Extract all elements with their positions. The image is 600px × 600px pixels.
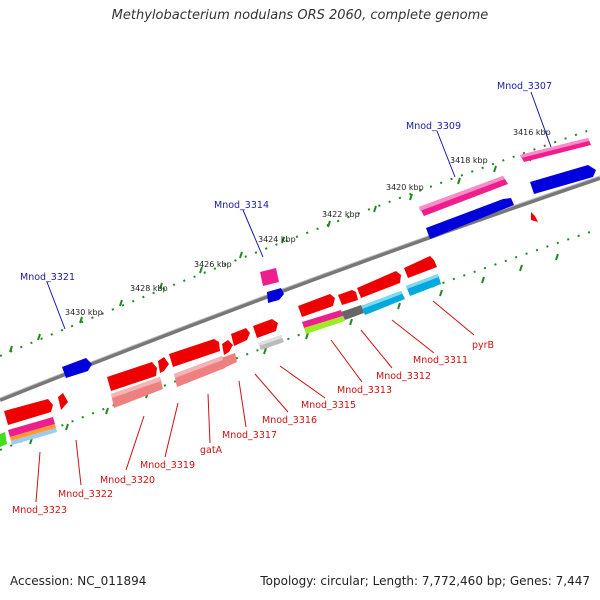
tick-label-3420: 3420 kbp <box>386 183 424 192</box>
gene-label-mnod-3312[interactable]: Mnod_3312 <box>376 371 431 382</box>
gene-label-mnod-3323[interactable]: Mnod_3323 <box>12 505 67 516</box>
accession-text: Accession: NC_011894 <box>10 574 147 588</box>
tick-label-3428: 3428 kbp <box>130 284 168 293</box>
gene-label-gata[interactable]: gatA <box>200 445 223 456</box>
feature-pyrb[interactable] <box>404 256 441 296</box>
feature-mnod-3312[interactable] <box>338 290 364 320</box>
gene-label-mnod-3321[interactable]: Mnod_3321 <box>20 272 75 283</box>
gene-label-pyrb[interactable]: pyrB <box>472 340 494 351</box>
feature-mnod-3317[interactable] <box>169 339 237 368</box>
gene-label-mnod-3313[interactable]: Mnod_3313 <box>337 385 392 396</box>
gene-label-mnod-3311[interactable]: Mnod_3311 <box>413 355 468 366</box>
tick-label-3424: 3424 kbp <box>258 235 296 244</box>
gene-label-mnod-3317[interactable]: Mnod_3317 <box>222 430 277 441</box>
gene-label-mnod-3319[interactable]: Mnod_3319 <box>140 460 195 471</box>
genome-stats-text: Topology: circular; Length: 7,772,460 bp… <box>260 574 590 588</box>
feature-mnod-3313[interactable] <box>298 294 345 334</box>
outer-major-ticks <box>9 141 573 353</box>
feature-mnod-3314[interactable] <box>260 268 284 303</box>
gene-label-mnod-3316[interactable]: Mnod_3316 <box>262 415 317 426</box>
gene-label-mnod-3307[interactable]: Mnod_3307 <box>497 81 552 92</box>
feature-mnod-3307[interactable] <box>520 138 596 194</box>
gene-label-mnod-3320[interactable]: Mnod_3320 <box>100 475 155 486</box>
feature-mnod-3316[interactable] <box>231 328 250 346</box>
gene-label-mnod-3315[interactable]: Mnod_3315 <box>301 400 356 411</box>
tick-label-3422: 3422 kbp <box>322 210 360 219</box>
feature-mnod-3311[interactable] <box>357 271 405 315</box>
tick-label-3416: 3416 kbp <box>513 128 551 137</box>
tick-label-3418: 3418 kbp <box>450 156 488 165</box>
gene-label-mnod-3322[interactable]: Mnod_3322 <box>58 489 113 500</box>
feature-mnod-3315[interactable] <box>253 319 284 350</box>
feature-mnod-3321[interactable] <box>62 358 92 378</box>
feature-mnod-3322[interactable] <box>58 393 68 410</box>
outer-scale-track <box>0 129 591 357</box>
feature-small-red[interactable] <box>531 212 538 222</box>
map-title: Methylobacterium nodulans ORS 2060, comp… <box>111 8 489 23</box>
feature-edge-green[interactable] <box>0 432 7 447</box>
feature-gata[interactable] <box>158 356 225 387</box>
top-leader-lines <box>46 91 552 330</box>
feature-mnod-3323[interactable] <box>4 399 57 445</box>
feature-mnod-3319[interactable] <box>107 362 163 408</box>
feature-mnod-3309[interactable] <box>419 176 514 239</box>
gene-label-mnod-3309[interactable]: Mnod_3309 <box>406 121 461 132</box>
gene-label-mnod-3314[interactable]: Mnod_3314 <box>214 200 269 211</box>
tick-label-3426: 3426 kbp <box>194 260 232 269</box>
tick-label-3430: 3430 kbp <box>65 308 103 317</box>
bottom-leader-lines <box>35 300 475 503</box>
